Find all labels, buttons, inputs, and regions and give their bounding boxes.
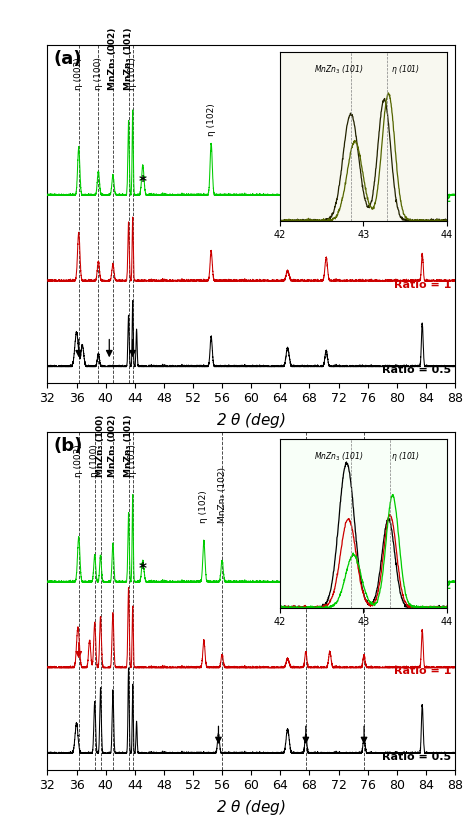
Text: Ratio = 1: Ratio = 1 [394,667,451,677]
Text: MnZn₃ (002): MnZn₃ (002) [109,415,118,477]
X-axis label: 2 $\theta$ (deg): 2 $\theta$ (deg) [216,411,286,430]
Text: MnZn₃ (102): MnZn₃ (102) [218,467,227,523]
Text: η (102): η (102) [200,491,209,523]
Text: *: * [411,174,419,190]
Text: Ratio = 0.5: Ratio = 0.5 [382,752,451,762]
Text: η (103) + η (110): η (103) + η (110) [325,444,334,523]
Text: η (102): η (102) [207,104,216,137]
Text: η (100): η (100) [90,444,99,477]
Text: MnZn₃ (101): MnZn₃ (101) [124,415,133,477]
Text: *: * [283,174,292,190]
Text: Ratio = 0.5: Ratio = 0.5 [382,365,451,375]
Text: *: * [283,561,292,577]
Text: η (002): η (002) [74,444,83,477]
Text: *: * [139,174,147,190]
Text: *: * [411,561,419,577]
Text: Ratio = 1: Ratio = 1 [394,280,451,290]
Text: η (100): η (100) [94,58,103,91]
Text: η (101): η (101) [128,444,137,477]
Text: η (002): η (002) [74,58,83,91]
Text: η (101): η (101) [128,58,137,91]
Text: (a): (a) [54,50,82,68]
Text: MnZn₃ (110): MnZn₃ (110) [301,467,310,523]
X-axis label: 2 $\theta$ (deg): 2 $\theta$ (deg) [216,797,286,816]
Text: Ratio = 2: Ratio = 2 [394,193,451,204]
Text: η (103) + η (110): η (103) + η (110) [322,58,331,137]
Text: MnZn₃ (101): MnZn₃ (101) [125,28,133,91]
Text: MnZn₃ (002): MnZn₃ (002) [109,28,118,91]
Text: (b): (b) [54,437,83,455]
Text: MnZn₃ (100): MnZn₃ (100) [96,415,105,477]
Text: MnZn₃ (103): MnZn₃ (103) [360,467,369,523]
Text: *: * [139,561,147,577]
Text: Ratio = 2: Ratio = 2 [394,580,451,591]
